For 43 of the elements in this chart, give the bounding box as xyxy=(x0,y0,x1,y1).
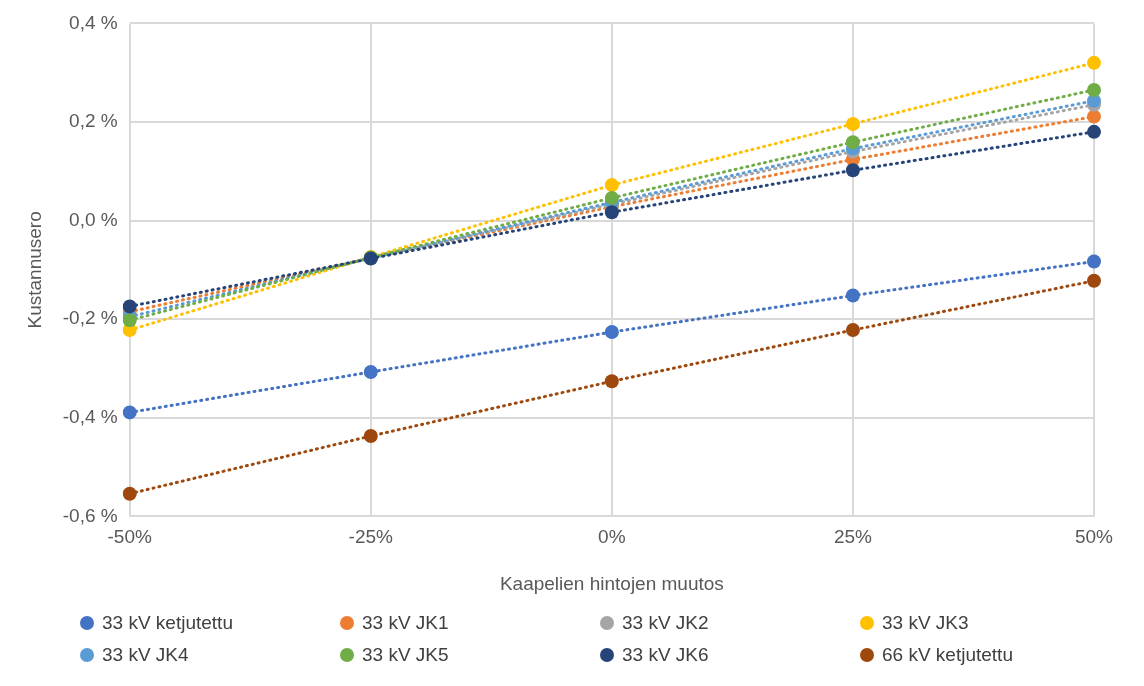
legend-label: 66 kV ketjutettu xyxy=(882,644,1013,666)
point xyxy=(604,190,619,205)
point xyxy=(845,163,860,178)
point xyxy=(122,313,137,328)
point xyxy=(122,405,137,420)
y-tick-label: -0,4 % xyxy=(62,406,118,428)
point xyxy=(845,288,860,303)
point xyxy=(604,374,619,389)
point xyxy=(845,116,860,131)
y-tick-label: 0,4 % xyxy=(69,11,118,33)
point xyxy=(1087,109,1101,124)
legend-label: 33 kV JK4 xyxy=(102,644,189,666)
legend-label: 33 kV JK1 xyxy=(362,612,449,634)
legend-label: 33 kV JK2 xyxy=(622,612,709,634)
point xyxy=(845,323,860,338)
point xyxy=(363,364,378,379)
point xyxy=(604,178,619,193)
x-tick-label: -25% xyxy=(348,526,394,548)
x-tick-label: -50% xyxy=(107,526,152,548)
point xyxy=(1087,254,1101,269)
point xyxy=(122,486,137,501)
point xyxy=(604,325,619,340)
point xyxy=(363,429,378,444)
y-axis-title: Kustannusero xyxy=(23,211,45,329)
legend-label: 33 kV JK6 xyxy=(622,644,709,666)
point xyxy=(604,205,619,220)
legend-label: 33 kV ketjutettu xyxy=(102,612,233,634)
point xyxy=(122,299,137,314)
x-tick-label: 50% xyxy=(1074,526,1114,548)
y-tick-label: 0,0 % xyxy=(69,208,118,230)
y-tick-label: 0,2 % xyxy=(69,110,118,132)
y-tick-label: -0,6 % xyxy=(62,504,118,526)
point xyxy=(1087,273,1101,288)
point xyxy=(1087,82,1101,97)
x-tick-label: 25% xyxy=(833,526,873,548)
point xyxy=(1087,55,1101,70)
legend-label: 33 kV JK3 xyxy=(882,612,969,634)
point xyxy=(845,135,860,150)
x-tick-label: 0% xyxy=(598,526,626,548)
point xyxy=(1087,124,1101,139)
legend-label: 33 kV JK5 xyxy=(362,644,449,666)
y-tick-label: -0,2 % xyxy=(62,307,118,329)
x-axis-title: Kaapelien hintojen muutos xyxy=(499,572,724,594)
